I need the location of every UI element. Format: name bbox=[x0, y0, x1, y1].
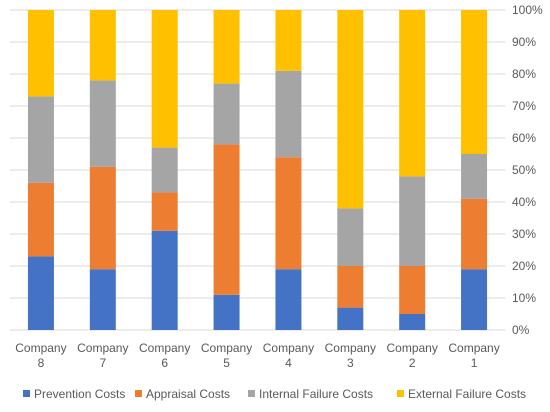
bar-segment-prevention-costs bbox=[275, 269, 302, 330]
bar-segment-external-failure-costs bbox=[213, 10, 240, 84]
bar-segment-external-failure-costs bbox=[27, 10, 54, 97]
bar-segment-prevention-costs bbox=[27, 256, 54, 330]
bar-segment-prevention-costs bbox=[399, 314, 426, 330]
legend-label: Prevention Costs bbox=[34, 387, 125, 401]
y-tick-label: 40% bbox=[512, 195, 536, 209]
bar-segment-appraisal-costs bbox=[461, 198, 488, 270]
bar-segment-appraisal-costs bbox=[275, 157, 302, 270]
bar-segment-internal-failure-costs bbox=[213, 83, 240, 145]
bar-segment-internal-failure-costs bbox=[89, 80, 116, 167]
bar-segment-external-failure-costs bbox=[151, 10, 178, 148]
bar-segment-external-failure-costs bbox=[275, 10, 302, 71]
x-category-label: Company bbox=[448, 341, 499, 355]
bar-segment-prevention-costs bbox=[461, 269, 488, 330]
x-category-label: Company bbox=[139, 341, 190, 355]
bar-segment-prevention-costs bbox=[213, 294, 240, 330]
x-axis-category-labels: Company8Company7Company6Company5Company4… bbox=[15, 341, 499, 370]
bar-segment-internal-failure-costs bbox=[151, 147, 178, 193]
y-tick-label: 30% bbox=[512, 227, 536, 241]
x-category-label: 6 bbox=[161, 356, 168, 370]
bar-segment-internal-failure-costs bbox=[337, 208, 364, 266]
gridlines bbox=[10, 9, 505, 331]
bar-segment-appraisal-costs bbox=[337, 266, 364, 308]
y-tick-label: 10% bbox=[512, 291, 536, 305]
y-tick-label: 90% bbox=[512, 35, 536, 49]
x-category-label: Company bbox=[201, 341, 252, 355]
bar-segment-appraisal-costs bbox=[213, 144, 240, 295]
bar-segment-appraisal-costs bbox=[27, 182, 54, 257]
x-category-label: 8 bbox=[38, 356, 45, 370]
legend-label: Internal Failure Costs bbox=[259, 387, 373, 401]
bar-segment-external-failure-costs bbox=[461, 10, 488, 154]
legend-swatch bbox=[23, 390, 30, 397]
bar-segment-internal-failure-costs bbox=[461, 154, 488, 199]
x-category-label: 3 bbox=[347, 356, 354, 370]
y-tick-label: 0% bbox=[512, 323, 530, 337]
x-category-label: Company bbox=[387, 341, 438, 355]
bar-segment-external-failure-costs bbox=[399, 10, 426, 177]
x-category-label: Company bbox=[77, 341, 128, 355]
legend-swatch bbox=[248, 390, 255, 397]
legend-label: Appraisal Costs bbox=[146, 387, 230, 401]
bar-segment-internal-failure-costs bbox=[399, 176, 426, 266]
bar-segment-appraisal-costs bbox=[151, 192, 178, 231]
x-category-label: 1 bbox=[471, 356, 478, 370]
bars bbox=[27, 10, 488, 330]
bar-segment-internal-failure-costs bbox=[275, 70, 302, 158]
y-axis-tick-labels: 0% 10% 20% 30% 40% 50% 60% 70% 80% 90% 100% bbox=[512, 3, 543, 337]
legend-swatch bbox=[397, 390, 404, 397]
bar-segment-internal-failure-costs bbox=[27, 96, 54, 183]
x-category-label: Company bbox=[15, 341, 66, 355]
bar-segment-prevention-costs bbox=[337, 307, 364, 330]
bar-segment-appraisal-costs bbox=[399, 266, 426, 314]
bar-segment-external-failure-costs bbox=[89, 10, 116, 81]
y-tick-label: 80% bbox=[512, 67, 536, 81]
legend-label: External Failure Costs bbox=[408, 387, 526, 401]
x-category-label: 2 bbox=[409, 356, 416, 370]
bar-segment-external-failure-costs bbox=[337, 10, 364, 209]
y-tick-label: 100% bbox=[512, 3, 543, 17]
bar-segment-prevention-costs bbox=[89, 269, 116, 330]
bar-segment-appraisal-costs bbox=[89, 166, 116, 270]
bar-segment-prevention-costs bbox=[151, 230, 178, 330]
y-tick-label: 50% bbox=[512, 163, 536, 177]
legend-swatch bbox=[135, 390, 142, 397]
x-category-label: Company bbox=[263, 341, 314, 355]
legend: Prevention Costs Appraisal Costs Internal … bbox=[23, 387, 526, 401]
x-category-label: 7 bbox=[99, 356, 106, 370]
y-tick-label: 20% bbox=[512, 259, 536, 273]
y-tick-label: 70% bbox=[512, 99, 536, 113]
y-tick-label: 60% bbox=[512, 131, 536, 145]
x-category-label: 5 bbox=[223, 356, 230, 370]
x-category-label: Company bbox=[325, 341, 376, 355]
x-category-label: 4 bbox=[285, 356, 292, 370]
